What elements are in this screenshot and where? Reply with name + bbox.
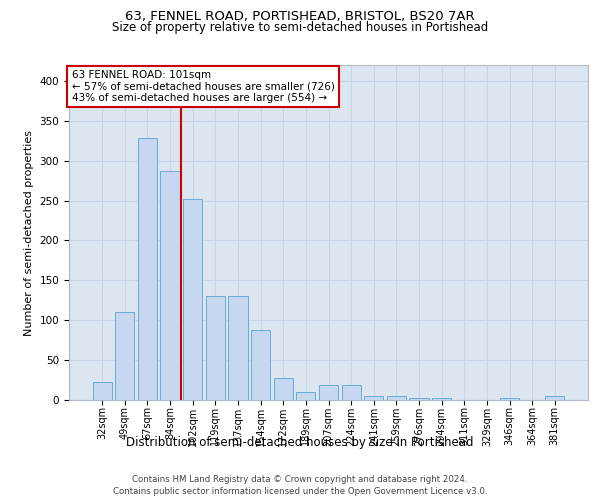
Bar — [138, 138, 157, 400]
Bar — [296, 392, 316, 400]
Bar — [251, 330, 270, 400]
Bar — [409, 398, 428, 400]
Bar — [545, 396, 565, 400]
Text: 63 FENNEL ROAD: 101sqm
← 57% of semi-detached houses are smaller (726)
43% of se: 63 FENNEL ROAD: 101sqm ← 57% of semi-det… — [71, 70, 334, 103]
Bar — [160, 171, 180, 400]
Text: Distribution of semi-detached houses by size in Portishead: Distribution of semi-detached houses by … — [126, 436, 474, 449]
Bar — [206, 296, 225, 400]
Bar — [274, 378, 293, 400]
Bar — [341, 385, 361, 400]
Bar — [319, 385, 338, 400]
Text: Contains public sector information licensed under the Open Government Licence v3: Contains public sector information licen… — [113, 486, 487, 496]
Bar — [500, 398, 519, 400]
Text: Size of property relative to semi-detached houses in Portishead: Size of property relative to semi-detach… — [112, 21, 488, 34]
Bar — [432, 398, 451, 400]
Bar — [183, 199, 202, 400]
Bar — [229, 296, 248, 400]
Bar — [364, 396, 383, 400]
Bar — [115, 312, 134, 400]
Text: 63, FENNEL ROAD, PORTISHEAD, BRISTOL, BS20 7AR: 63, FENNEL ROAD, PORTISHEAD, BRISTOL, BS… — [125, 10, 475, 23]
Y-axis label: Number of semi-detached properties: Number of semi-detached properties — [24, 130, 34, 336]
Bar — [92, 382, 112, 400]
Text: Contains HM Land Registry data © Crown copyright and database right 2024.: Contains HM Land Registry data © Crown c… — [132, 476, 468, 484]
Bar — [387, 396, 406, 400]
